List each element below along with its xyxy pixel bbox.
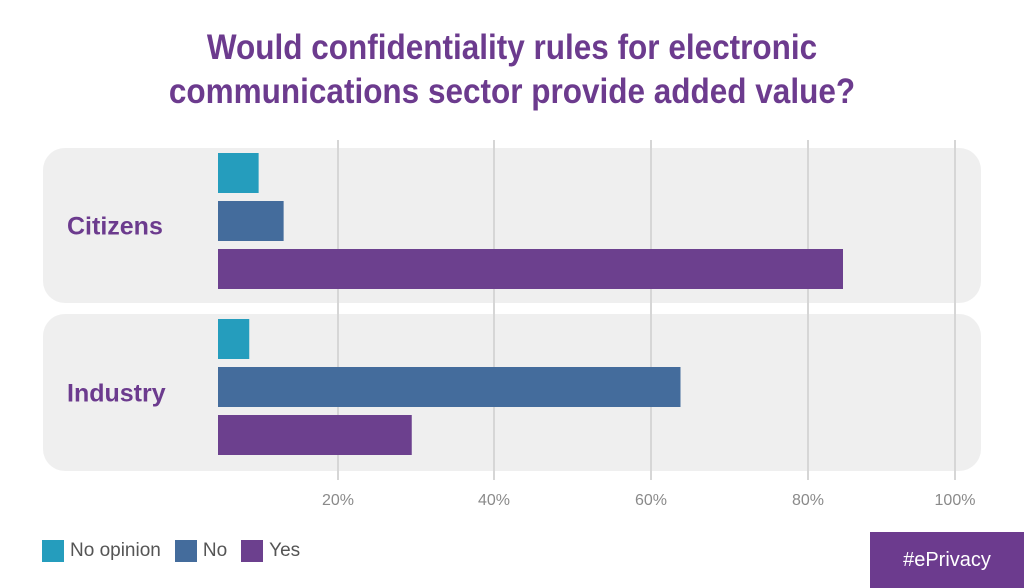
title-line-1: Would confidentiality rules for electron… bbox=[206, 28, 818, 67]
category-label-industry: Industry bbox=[67, 380, 166, 408]
legend-label-yes: Yes bbox=[269, 540, 301, 561]
x-tick-label-1: 20% bbox=[322, 492, 354, 509]
x-tick-label-5: 100% bbox=[935, 492, 976, 509]
legend-swatch-no-opinion bbox=[42, 540, 64, 562]
x-tick-label-4: 80% bbox=[792, 492, 824, 509]
bar-industry-no-opinion bbox=[218, 319, 250, 359]
legend-item-no-opinion: No opinion bbox=[42, 540, 161, 562]
bar-industry-no bbox=[218, 367, 681, 407]
legend-label-no: No bbox=[202, 540, 228, 561]
hashtag-badge: #ePrivacy bbox=[870, 532, 1024, 588]
bar-industry-yes bbox=[218, 415, 412, 455]
x-tick-label-3: 60% bbox=[635, 492, 667, 509]
x-tick-label-2: 40% bbox=[478, 492, 510, 509]
legend-swatch-no bbox=[174, 540, 197, 562]
legend-label-no-opinion: No opinion bbox=[70, 540, 161, 561]
legend-item-yes: Yes bbox=[241, 540, 300, 562]
bar-citizens-yes bbox=[218, 249, 843, 289]
chart-title: Would confidentiality rules for electron… bbox=[51, 26, 973, 114]
bar-citizens-no-opinion bbox=[218, 153, 259, 193]
legend-item-no: No bbox=[174, 540, 228, 562]
legend: No opinion No Yes bbox=[42, 538, 314, 564]
title-line-2: communications sector provide added valu… bbox=[168, 72, 856, 111]
category-label-citizens: Citizens bbox=[67, 213, 163, 241]
bar-citizens-no bbox=[218, 201, 284, 241]
legend-swatch-yes bbox=[241, 540, 264, 562]
